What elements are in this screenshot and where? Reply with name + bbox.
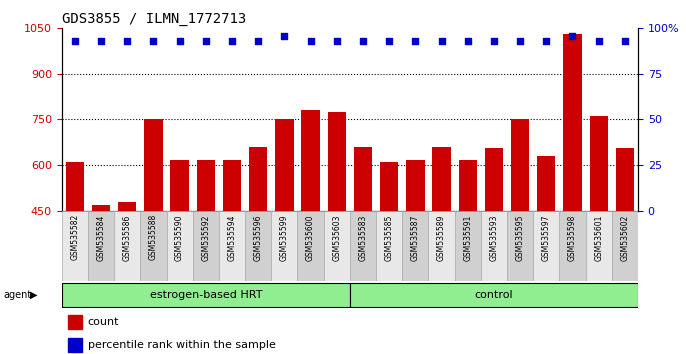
Bar [485, 148, 503, 347]
Point [436, 38, 447, 44]
Text: GSM535590: GSM535590 [175, 214, 184, 261]
Text: agent: agent [3, 290, 32, 300]
Text: GSM535588: GSM535588 [149, 214, 158, 261]
Point [226, 38, 237, 44]
Point [357, 38, 368, 44]
Text: GSM535598: GSM535598 [568, 214, 577, 261]
Bar [563, 34, 582, 347]
Bar [350, 211, 376, 281]
Bar [406, 160, 425, 347]
Point [252, 38, 263, 44]
Text: GSM535585: GSM535585 [385, 214, 394, 261]
Text: GSM535592: GSM535592 [201, 214, 211, 261]
Text: control: control [475, 290, 513, 300]
Bar [62, 283, 350, 307]
Bar [193, 211, 219, 281]
Text: ▶: ▶ [29, 290, 37, 300]
Text: GSM535587: GSM535587 [411, 214, 420, 261]
Text: GSM535583: GSM535583 [359, 214, 368, 261]
Bar [249, 147, 268, 347]
Point [488, 38, 499, 44]
Point [410, 38, 421, 44]
Text: GSM535586: GSM535586 [123, 214, 132, 261]
Bar [170, 160, 189, 347]
Text: GDS3855 / ILMN_1772713: GDS3855 / ILMN_1772713 [62, 12, 246, 26]
Bar [432, 147, 451, 347]
Bar [380, 162, 399, 347]
Bar [197, 160, 215, 347]
Bar [118, 201, 137, 347]
Text: GSM535600: GSM535600 [306, 214, 315, 261]
Text: estrogen-based HRT: estrogen-based HRT [150, 290, 262, 300]
Bar [589, 116, 608, 347]
Point [541, 38, 552, 44]
Bar [88, 211, 114, 281]
Text: GSM535595: GSM535595 [516, 214, 525, 261]
Point [462, 38, 473, 44]
Text: GSM535593: GSM535593 [489, 214, 499, 261]
Bar [511, 120, 530, 347]
Bar [324, 211, 350, 281]
Bar [67, 338, 82, 352]
Point [567, 33, 578, 39]
Bar [354, 147, 372, 347]
Bar [559, 211, 586, 281]
Point [148, 38, 159, 44]
Bar [92, 205, 110, 347]
Bar [616, 148, 634, 347]
Point [331, 38, 342, 44]
Bar [114, 211, 141, 281]
Bar [533, 211, 559, 281]
Bar [586, 211, 612, 281]
Text: GSM535584: GSM535584 [97, 214, 106, 261]
Text: GSM535582: GSM535582 [71, 214, 80, 261]
Point [174, 38, 185, 44]
Bar [298, 211, 324, 281]
Bar [66, 162, 84, 347]
Point [200, 38, 211, 44]
Bar [429, 211, 455, 281]
Point [619, 38, 630, 44]
Text: GSM535596: GSM535596 [254, 214, 263, 261]
Bar [328, 112, 346, 347]
Bar [458, 160, 477, 347]
Point [121, 38, 132, 44]
Bar [219, 211, 245, 281]
Bar [301, 110, 320, 347]
Point [593, 38, 604, 44]
Bar [481, 211, 507, 281]
Bar [245, 211, 271, 281]
Bar [275, 120, 294, 347]
Bar [271, 211, 298, 281]
Text: percentile rank within the sample: percentile rank within the sample [88, 340, 276, 350]
Point [69, 38, 80, 44]
Bar [455, 211, 481, 281]
Bar [402, 211, 429, 281]
Text: GSM535594: GSM535594 [228, 214, 237, 261]
Bar [507, 211, 533, 281]
Bar [350, 283, 638, 307]
Bar [141, 211, 167, 281]
Bar [223, 160, 241, 347]
Point [95, 38, 106, 44]
Bar [537, 156, 556, 347]
Text: count: count [88, 317, 119, 327]
Point [279, 33, 290, 39]
Text: GSM535602: GSM535602 [620, 214, 629, 261]
Point [514, 38, 525, 44]
Text: GSM535589: GSM535589 [437, 214, 446, 261]
Bar [62, 211, 88, 281]
Text: GSM535591: GSM535591 [463, 214, 472, 261]
Point [383, 38, 394, 44]
Text: GSM535597: GSM535597 [542, 214, 551, 261]
Text: GSM535599: GSM535599 [280, 214, 289, 261]
Bar [167, 211, 193, 281]
Point [305, 38, 316, 44]
Bar [376, 211, 402, 281]
Bar [612, 211, 638, 281]
Bar [67, 315, 82, 329]
Text: GSM535601: GSM535601 [594, 214, 603, 261]
Bar [144, 120, 163, 347]
Text: GSM535603: GSM535603 [332, 214, 341, 261]
